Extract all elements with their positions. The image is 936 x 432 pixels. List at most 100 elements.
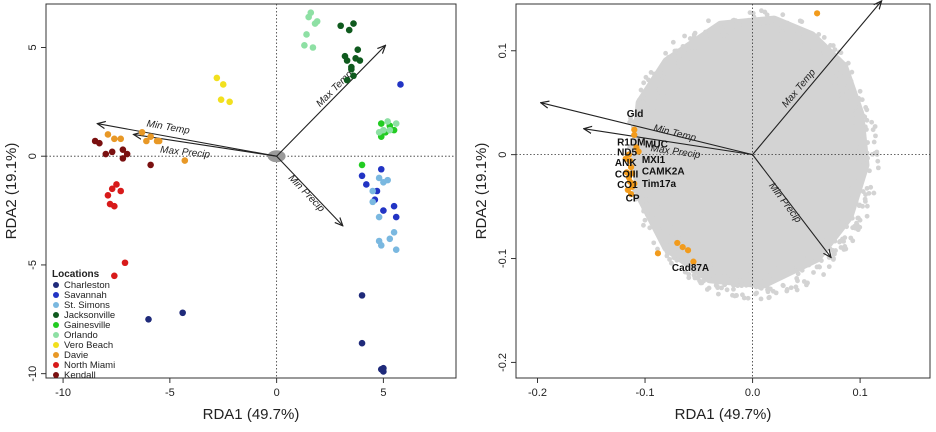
series-savannah (358, 81, 404, 221)
data-point (343, 76, 351, 84)
outlier-point (690, 258, 697, 265)
snp-point (653, 76, 659, 81)
snp-point (864, 117, 870, 123)
snp-point (757, 284, 763, 290)
snp-point (639, 166, 645, 172)
snp-point (655, 246, 660, 252)
snp-point (720, 20, 725, 26)
snp-point (717, 264, 722, 270)
y-tick-label: -5 (27, 260, 39, 270)
x-tick-label: 0.0 (745, 387, 760, 399)
y-tick-label: -0.2 (497, 353, 509, 372)
snp-point (754, 30, 759, 36)
snp-point (660, 74, 666, 80)
snp-point (648, 158, 654, 163)
legend-title: Locations (52, 269, 100, 280)
gene-label: MUC (645, 139, 668, 150)
snp-point (800, 44, 806, 50)
snp-point (732, 293, 738, 299)
snp-point (696, 271, 702, 277)
legend-swatch (53, 292, 59, 298)
snp-point (821, 272, 827, 277)
arrow-label-max-temp: Max Temp (314, 69, 355, 110)
snp-point (784, 34, 790, 40)
legend-swatch (53, 312, 59, 318)
snp-point (643, 74, 649, 80)
snp-point (793, 45, 798, 50)
gene-label: ANK (615, 158, 637, 169)
snp-point (814, 264, 820, 270)
data-point (104, 131, 112, 138)
snp-point (849, 105, 855, 111)
snp-point (640, 181, 646, 186)
data-point (375, 128, 383, 136)
plot-frame (515, 3, 931, 379)
outlier-point (627, 164, 635, 171)
snp-point (627, 145, 632, 151)
snp-point (762, 277, 768, 283)
snp-point (826, 264, 832, 270)
gene-label: Gld (627, 109, 644, 120)
snp-point (660, 217, 666, 223)
data-point (143, 137, 150, 145)
snp-point (858, 170, 864, 176)
snp-point (862, 199, 868, 204)
snp-point (659, 235, 665, 241)
snp-point (638, 116, 643, 122)
left-rda-plot: -10 -5 0 5 -10 -5 0 5 RDA1 (49.7%) RDA2 (19.1%) Ma… (3, 3, 457, 423)
snp-point (849, 215, 855, 221)
snp-point (851, 87, 857, 93)
snp-point (799, 19, 805, 25)
snp-point (733, 28, 739, 33)
snp-point (642, 120, 648, 126)
snp-point (832, 82, 838, 88)
snp-point (682, 45, 688, 51)
snp-cloud (627, 8, 881, 302)
snp-point (856, 110, 862, 116)
snp-point (816, 32, 822, 37)
right-rda-plot: -0.2 -0.1 0.0 0.1 -0.2 -0.1 0 0.1 RDA1 (49.7%) RD… (473, 1, 931, 423)
snp-point (686, 271, 692, 277)
snp-point (840, 219, 846, 225)
snp-point (749, 28, 755, 34)
snp-point (853, 119, 859, 125)
snp-point (864, 213, 870, 219)
snp-point (848, 187, 853, 193)
snp-point (644, 102, 650, 108)
snp-point (655, 108, 661, 114)
snp-point (704, 287, 710, 292)
snp-point (844, 88, 849, 94)
data-point (380, 207, 387, 214)
snp-point (776, 36, 782, 41)
outlier-point (627, 191, 635, 198)
snp-point (845, 84, 850, 89)
snp-point (628, 115, 633, 121)
legend-item: Charleston (64, 280, 110, 291)
snp-point (651, 71, 657, 77)
arrow-max-temp (276, 45, 386, 157)
snp-point (768, 20, 774, 26)
snp-point (651, 240, 657, 246)
snp-point (835, 218, 841, 224)
legend-swatch (53, 342, 59, 348)
snp-point (856, 215, 861, 221)
snp-point (838, 245, 844, 250)
snp-point (856, 136, 862, 142)
snp-point (645, 148, 651, 153)
data-point (390, 202, 398, 210)
legend-item: Gainesville (64, 320, 110, 331)
snp-point (779, 29, 785, 35)
snp-point (758, 296, 764, 302)
snp-point (837, 239, 842, 245)
data-point (369, 198, 377, 206)
arrow-label-max-precip: Max Precip (160, 145, 211, 161)
snp-point (678, 236, 684, 241)
snp-point (676, 50, 682, 56)
snp-point (652, 202, 658, 208)
snp-point (837, 76, 843, 82)
snp-point (668, 222, 673, 228)
snp-point (711, 268, 716, 274)
outlier-point (674, 239, 681, 247)
snp-point (846, 195, 851, 201)
snp-point (644, 201, 650, 207)
